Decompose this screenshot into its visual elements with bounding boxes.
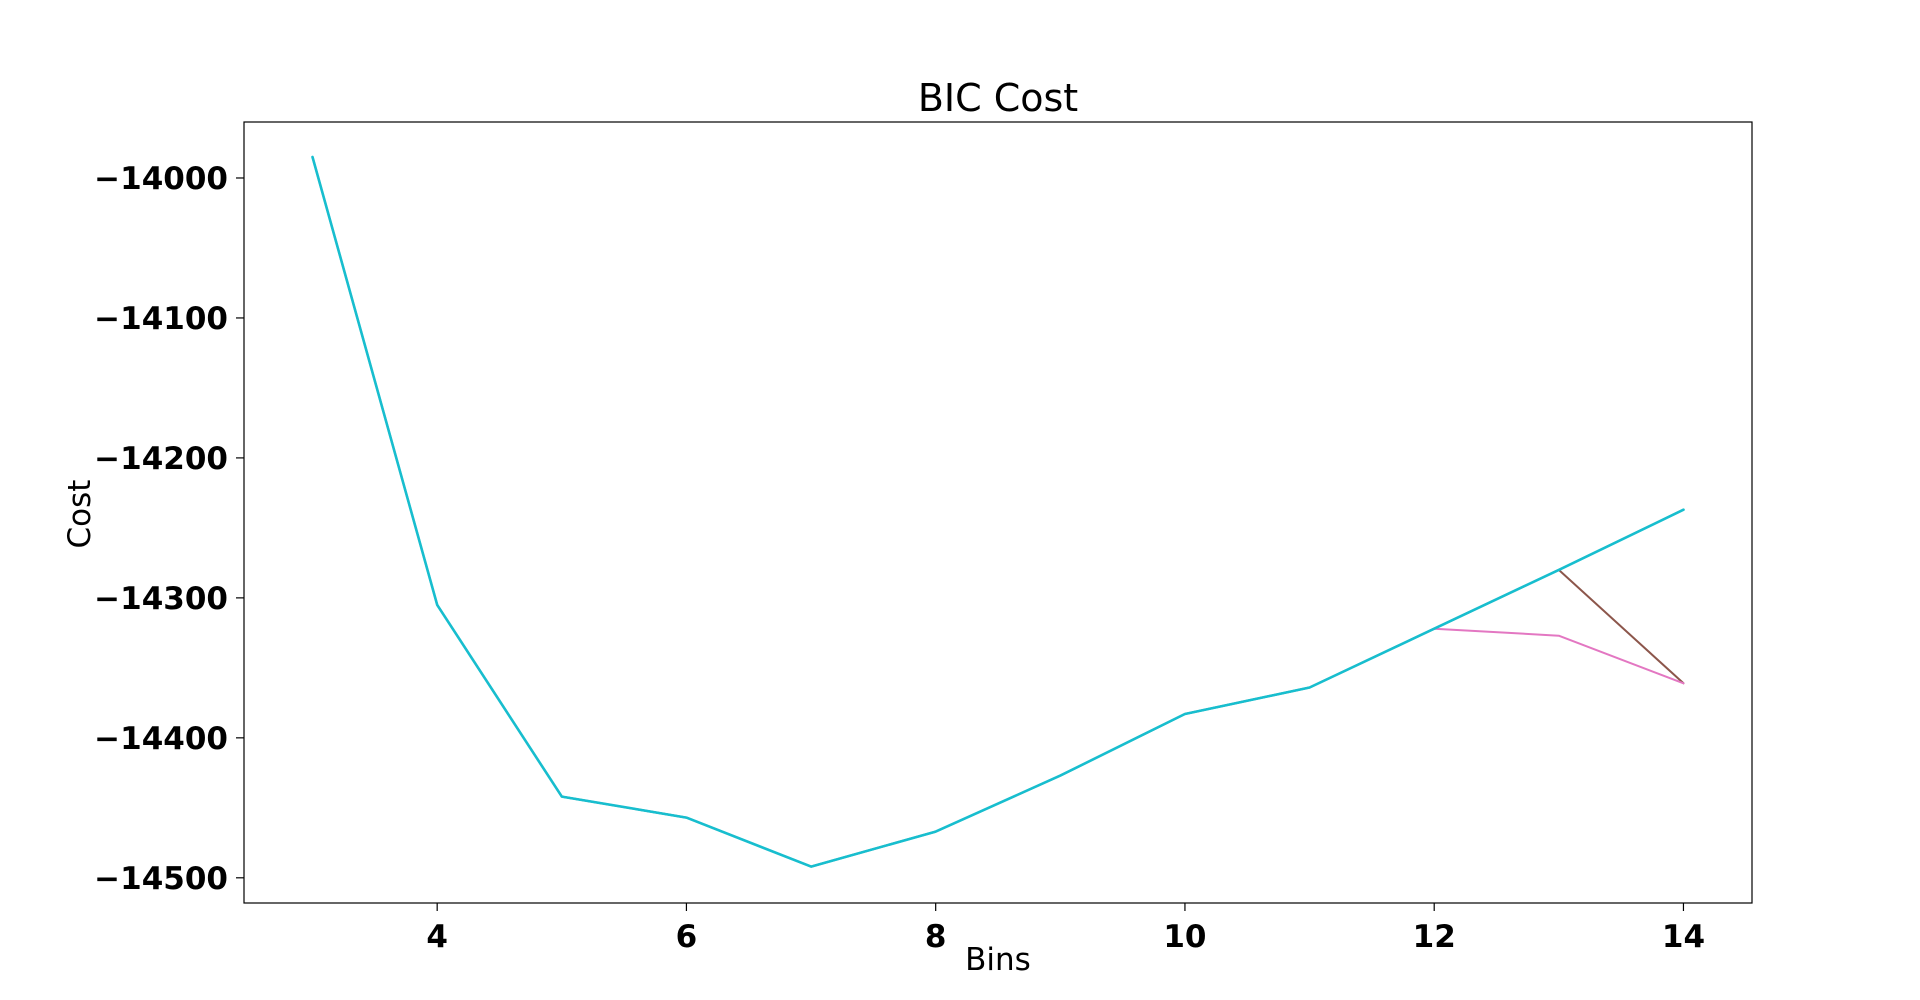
series-line-1 [311, 156, 1685, 868]
x-tick-label: 14 [1662, 919, 1705, 955]
x-tick-label: 8 [925, 919, 947, 955]
x-axis-ticks: 4 6 8 10 12 14 [426, 903, 1705, 955]
plot-area-frame [243, 121, 1753, 904]
y-tick-label: −14100 [94, 301, 228, 337]
y-tick-label: −14300 [94, 581, 228, 617]
x-tick-label: 10 [1163, 919, 1206, 955]
y-tick-label: −14400 [94, 721, 228, 757]
x-tick-label: 4 [426, 919, 448, 955]
series-line-5 [311, 155, 1685, 868]
series-lines [311, 155, 1685, 868]
x-axis-label: Bins [965, 942, 1031, 978]
y-tick-label: −14200 [94, 441, 228, 477]
y-tick-label: −14500 [94, 861, 228, 897]
series-line-2 [311, 156, 1685, 868]
chart-title: BIC Cost [918, 76, 1078, 120]
x-tick-label: 6 [676, 919, 698, 955]
series-line-4 [311, 156, 1685, 868]
y-tick-label: −14000 [94, 161, 228, 197]
y-axis-label: Cost [62, 480, 98, 549]
y-axis-ticks: −14000 −14100 −14200 −14300 −14400 −14500 [94, 161, 244, 897]
series-line-3 [311, 156, 1685, 868]
x-tick-label: 12 [1413, 919, 1456, 955]
